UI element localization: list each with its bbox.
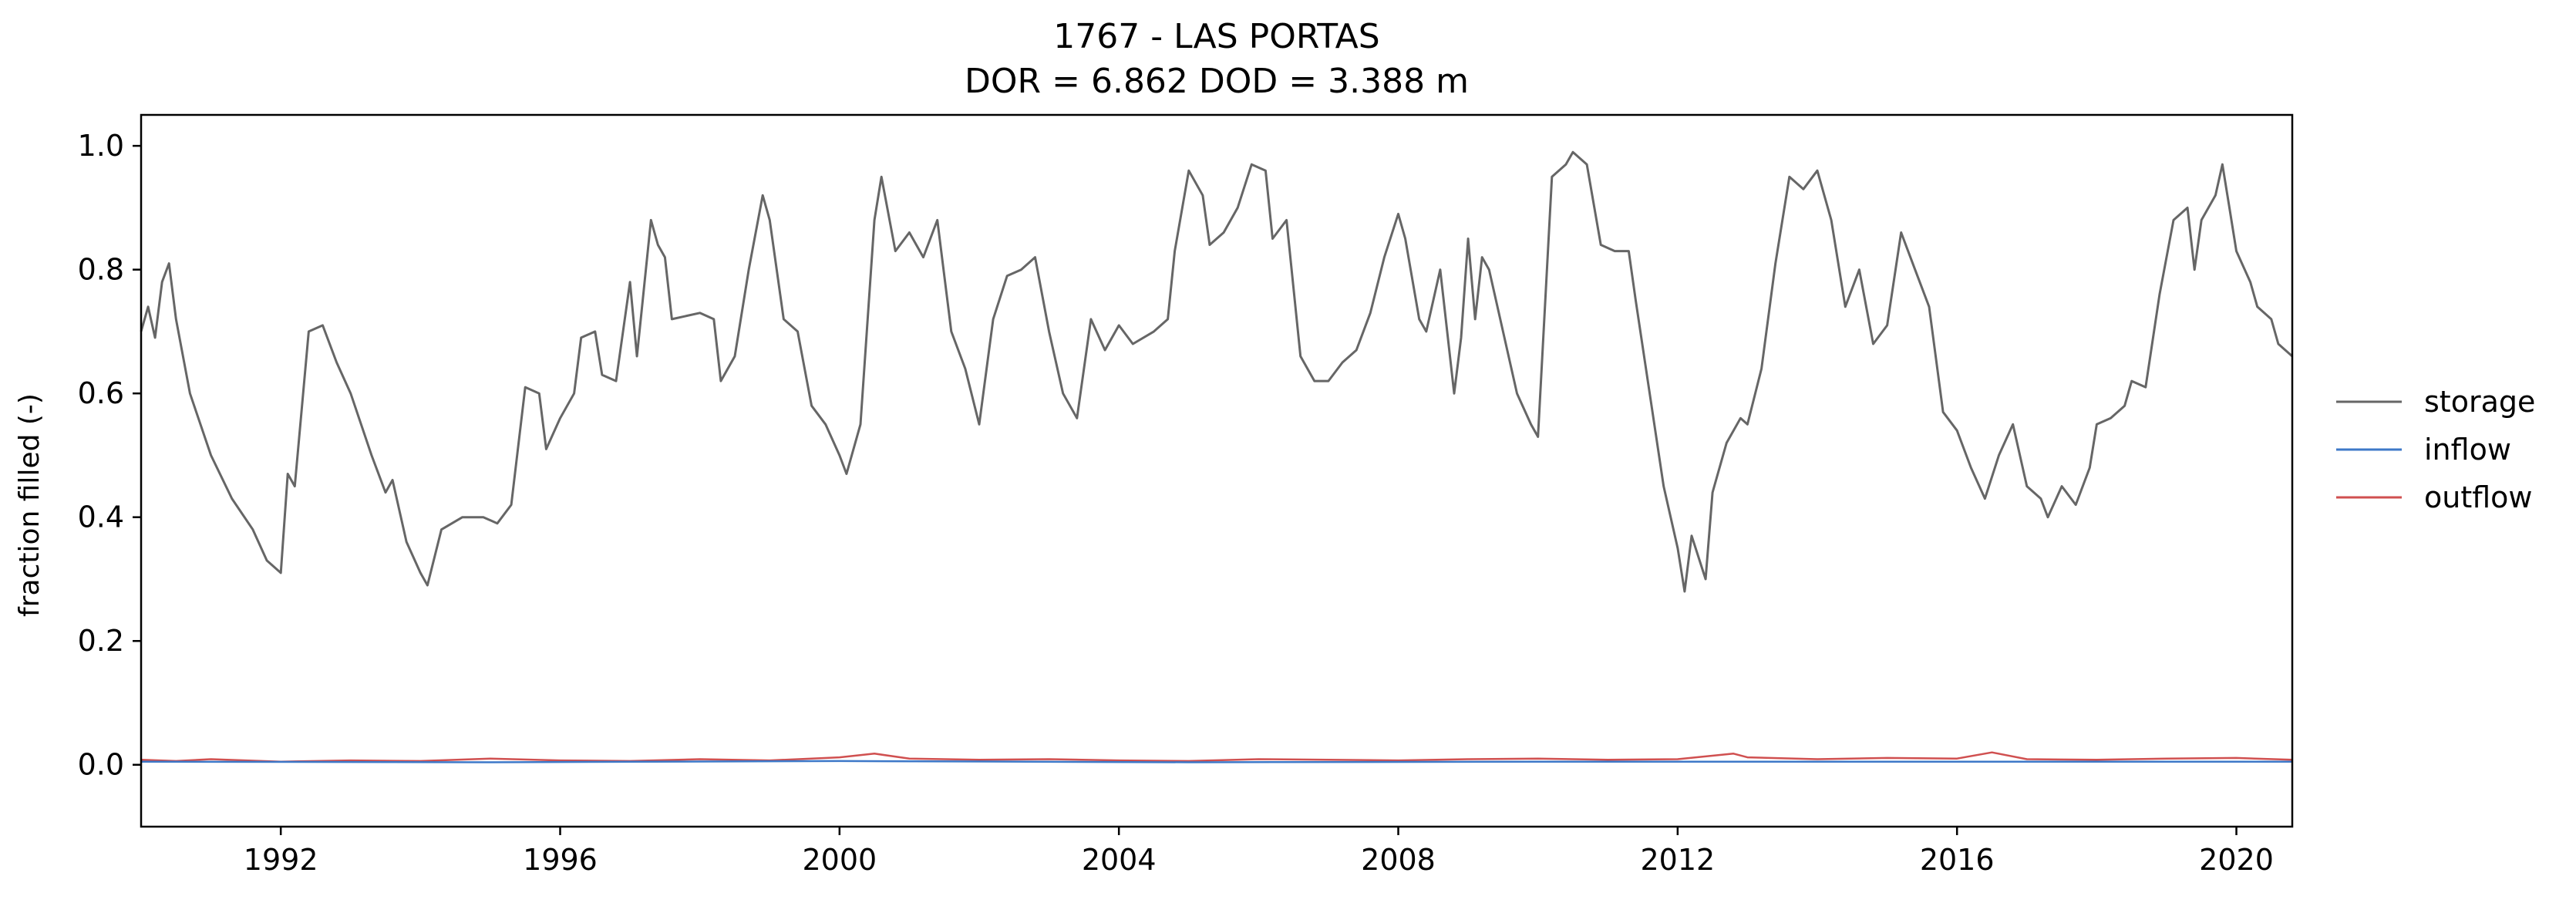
y-tick-label: 0.6 — [78, 376, 124, 410]
chart-title: 1767 - LAS PORTAS — [1053, 17, 1379, 56]
y-axis-label: fraction filled (-) — [14, 393, 45, 617]
y-tick-label: 0.4 — [78, 500, 124, 534]
y-tick-label: 0.0 — [78, 748, 124, 782]
y-tick-label: 0.2 — [78, 624, 124, 658]
x-tick-label: 2012 — [1640, 843, 1715, 877]
legend-label-inflow: inflow — [2424, 433, 2511, 467]
legend: storage inflow outflow — [2336, 385, 2535, 514]
series-line-outflow — [140, 751, 2293, 763]
x-tick-label: 2020 — [2199, 843, 2274, 877]
series-line-inflow — [140, 760, 2292, 763]
x-tick-label: 1996 — [523, 843, 598, 877]
axes-frame — [140, 113, 2294, 828]
legend-label-storage: storage — [2424, 385, 2535, 419]
x-tick-label: 2016 — [1920, 843, 1995, 877]
x-tick-label: 1992 — [244, 843, 318, 877]
y-tick-label: 0.8 — [78, 253, 124, 287]
x-tick-label: 2004 — [1082, 843, 1157, 877]
x-tick-label: 2008 — [1361, 843, 1436, 877]
x-tick-label: 2000 — [802, 843, 877, 877]
series-line-storage — [140, 150, 2293, 593]
chart-subtitle: DOR = 6.862 DOD = 3.388 m — [965, 62, 1469, 101]
axes: 0.0 0.2 0.4 0.6 0.8 1.0 1992 1996 2000 2004 2008 20… — [78, 113, 2294, 877]
y-tick-label: 1.0 — [78, 129, 124, 163]
legend-label-outflow: outflow — [2424, 480, 2533, 514]
plot-area — [140, 150, 2293, 763]
